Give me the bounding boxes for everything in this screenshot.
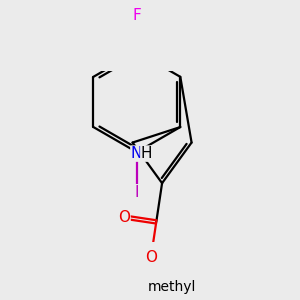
Text: H: H (141, 146, 152, 161)
Text: O: O (118, 210, 130, 225)
Text: O: O (145, 250, 157, 265)
Text: methyl: methyl (148, 280, 196, 294)
Text: F: F (133, 8, 141, 23)
Text: N: N (131, 146, 142, 161)
Text: I: I (135, 185, 139, 200)
